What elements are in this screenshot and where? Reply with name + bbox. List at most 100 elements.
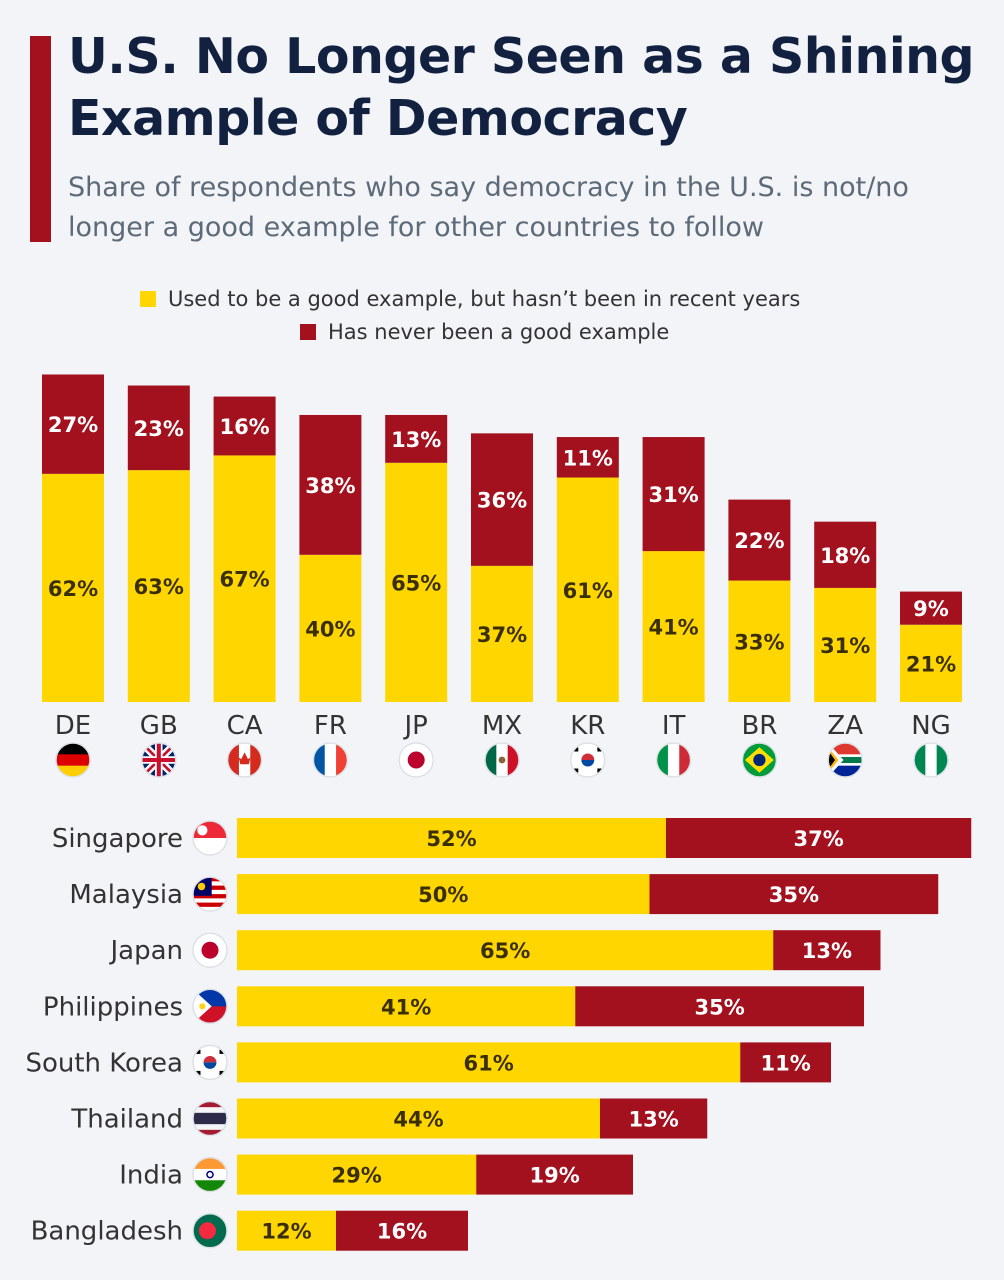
value-label-used-to-be: 65% bbox=[391, 571, 441, 595]
row-label-bangladesh: Bangladesh bbox=[31, 1217, 183, 1247]
value-label-never: 36% bbox=[477, 489, 527, 513]
value-label-never: 13% bbox=[802, 939, 852, 963]
bar-group-br: 33% 22% BR bbox=[728, 499, 791, 778]
row-label-japan: Japan bbox=[108, 936, 183, 966]
value-label-used-to-be: 44% bbox=[393, 1108, 443, 1132]
value-label-never: 31% bbox=[648, 483, 698, 507]
value-label-used-to-be: 41% bbox=[381, 995, 431, 1019]
flag-thailand-icon bbox=[192, 1100, 228, 1137]
value-label-never: 11% bbox=[563, 446, 613, 470]
bar-group-ng: 21% 9% NG bbox=[900, 591, 962, 778]
chart-title: U.S. No Longer Seen as a Shining Example… bbox=[68, 28, 975, 147]
bar-never-mx bbox=[471, 433, 533, 566]
category-label-ca: CA bbox=[227, 711, 263, 741]
bar-never-br bbox=[728, 499, 791, 581]
bar-used-to-be-singapore bbox=[237, 818, 666, 858]
bar-used-to-be-jp bbox=[385, 462, 448, 702]
bar-used-to-be-malaysia bbox=[237, 874, 650, 915]
value-label-used-to-be: 63% bbox=[134, 575, 184, 599]
bar-used-to-be-za bbox=[814, 587, 877, 702]
value-label-never: 35% bbox=[694, 995, 744, 1019]
value-label-used-to-be: 33% bbox=[734, 630, 784, 654]
value-label-used-to-be: 50% bbox=[418, 883, 468, 907]
bar-never-kr bbox=[556, 437, 619, 478]
bar-never-bangladesh bbox=[336, 1210, 468, 1251]
value-label-never: 23% bbox=[134, 417, 184, 441]
flag-south-korea-icon bbox=[570, 742, 606, 778]
bar-never-ca bbox=[213, 396, 276, 456]
bar-never-philippines bbox=[575, 986, 864, 1027]
bar-never-it bbox=[642, 437, 705, 552]
value-label-never: 9% bbox=[913, 597, 949, 621]
chart-subtitle: Share of respondents who say democracy i… bbox=[68, 172, 909, 243]
bar-group-ca: 67% 16% CA bbox=[213, 396, 276, 778]
flag-italy-icon bbox=[655, 742, 692, 778]
category-label-kr: KR bbox=[570, 711, 605, 741]
bar-used-to-be-it bbox=[642, 551, 705, 702]
value-label-used-to-be: 31% bbox=[820, 634, 870, 658]
bar-never-singapore bbox=[666, 818, 972, 858]
row-japan: 65% 13% Japan bbox=[108, 930, 881, 971]
value-label-used-to-be: 40% bbox=[305, 617, 355, 641]
row-south-korea: 61% 11% South Korea bbox=[25, 1042, 831, 1083]
bar-never-malaysia bbox=[649, 874, 939, 915]
category-label-ng: NG bbox=[911, 711, 951, 741]
category-label-gb: GB bbox=[140, 711, 178, 741]
row-label-thailand: Thailand bbox=[70, 1105, 183, 1135]
bar-used-to-be-japan bbox=[237, 930, 774, 971]
value-label-never: 35% bbox=[769, 883, 819, 907]
value-label-never: 16% bbox=[377, 1220, 427, 1244]
row-label-malaysia: Malaysia bbox=[69, 880, 183, 910]
row-thailand: 44% 13% Thailand bbox=[70, 1098, 708, 1139]
flag-india-icon bbox=[192, 1156, 228, 1193]
bar-group-de: 62% 27% DE bbox=[42, 374, 104, 778]
value-label-never: 22% bbox=[734, 529, 784, 553]
flag-bangladesh-icon bbox=[192, 1212, 228, 1249]
bar-group-it: 41% 31% IT bbox=[642, 437, 705, 778]
bar-group-jp: 65% 13% JP bbox=[385, 414, 448, 778]
value-label-used-to-be: 41% bbox=[648, 616, 698, 640]
value-label-never: 19% bbox=[529, 1164, 579, 1188]
bar-used-to-be-bangladesh bbox=[237, 1210, 336, 1251]
row-label-india: India bbox=[119, 1161, 183, 1191]
bar-used-to-be-ng bbox=[900, 624, 962, 702]
bar-never-ng bbox=[900, 591, 962, 625]
bar-never-thailand bbox=[600, 1098, 708, 1139]
category-label-za: ZA bbox=[827, 711, 863, 741]
bar-used-to-be-kr bbox=[556, 477, 619, 702]
title-accent-bar bbox=[30, 36, 51, 242]
row-malaysia: 50% 35% Malaysia bbox=[69, 874, 939, 915]
row-singapore: 52% 37% Singapore bbox=[52, 818, 972, 858]
category-label-it: IT bbox=[662, 711, 686, 741]
category-label-mx: MX bbox=[482, 711, 522, 741]
category-label-jp: JP bbox=[403, 711, 428, 741]
value-label-never: 13% bbox=[628, 1108, 678, 1132]
bar-used-to-be-br bbox=[728, 580, 791, 702]
value-label-used-to-be: 12% bbox=[261, 1220, 311, 1244]
bar-never-za bbox=[814, 521, 877, 588]
bar-never-jp bbox=[385, 414, 448, 463]
value-label-used-to-be: 67% bbox=[219, 568, 269, 592]
bar-group-gb: 63% 23% GB bbox=[127, 385, 190, 778]
legend-label-never: Has never been a good example bbox=[328, 320, 670, 344]
flag-brazil-icon bbox=[741, 742, 778, 778]
value-label-used-to-be: 21% bbox=[906, 652, 956, 676]
row-bangladesh: 12% 16% Bangladesh bbox=[31, 1210, 468, 1251]
value-label-never: 38% bbox=[305, 474, 355, 498]
value-label-used-to-be: 65% bbox=[480, 939, 530, 963]
vertical-stacked-bar-chart: 62% 27% DE 63% 23% GB 67% 16% CA 40% 38% FR 65% 13% JP… bbox=[42, 374, 962, 778]
bar-group-za: 31% 18% ZA bbox=[814, 521, 877, 778]
bar-used-to-be-south-korea bbox=[237, 1042, 741, 1083]
value-label-never: 11% bbox=[760, 1051, 810, 1075]
bar-used-to-be-ca bbox=[213, 455, 276, 702]
flag-japan-icon bbox=[398, 742, 434, 778]
bar-used-to-be-de bbox=[42, 473, 104, 702]
bar-never-india bbox=[476, 1154, 633, 1195]
flag-philippines-icon bbox=[192, 988, 228, 1025]
value-label-used-to-be: 52% bbox=[426, 827, 476, 851]
value-label-used-to-be: 61% bbox=[463, 1051, 513, 1075]
flag-canada-icon bbox=[226, 742, 263, 778]
value-label-used-to-be: 29% bbox=[331, 1164, 381, 1188]
bar-never-japan bbox=[773, 930, 881, 971]
